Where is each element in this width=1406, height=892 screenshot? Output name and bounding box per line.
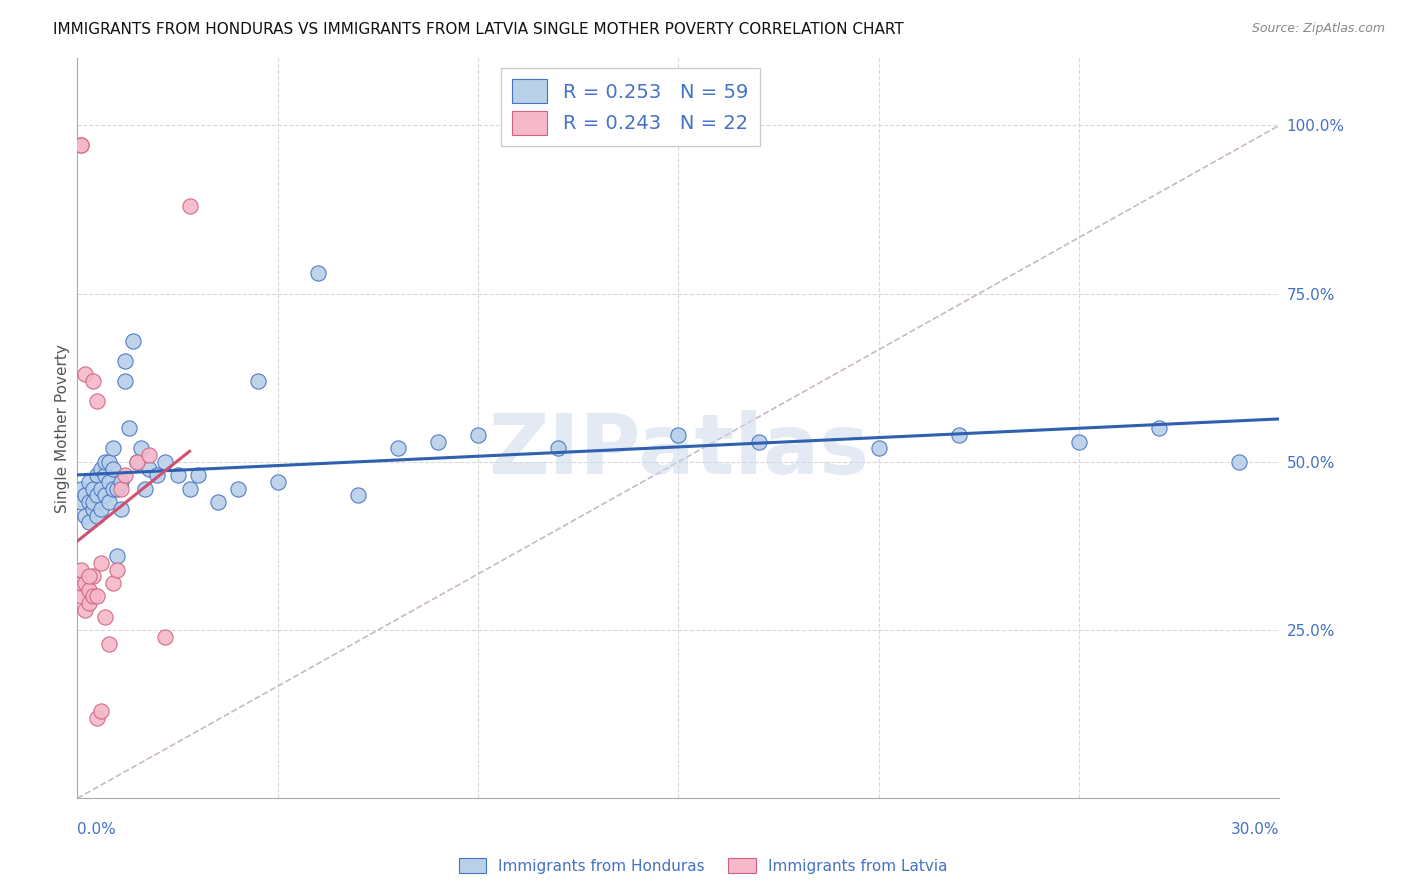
Point (103, 576, 125, 591)
Point (94, 609, 117, 624)
Point (75, 488, 97, 502)
Point (79, 516, 101, 530)
Point (207, 495, 229, 509)
Point (1149, 421, 1171, 435)
Point (179, 482, 201, 496)
Text: 30.0%: 30.0% (1232, 822, 1279, 837)
Point (79, 596, 101, 610)
Point (267, 475, 290, 489)
Point (127, 455, 149, 469)
Point (86, 508, 108, 523)
Point (82, 569, 104, 583)
Point (179, 199, 201, 213)
Point (427, 434, 450, 449)
Point (131, 442, 153, 456)
Point (70, 482, 93, 496)
Point (187, 468, 209, 483)
Y-axis label: Single Mother Poverty: Single Mother Poverty (55, 343, 70, 513)
Point (94, 468, 117, 483)
Point (75, 576, 97, 591)
Point (79, 582, 101, 597)
Point (70, 590, 93, 604)
Legend: Immigrants from Honduras, Immigrants from Latvia: Immigrants from Honduras, Immigrants fro… (453, 852, 953, 880)
Point (114, 468, 136, 483)
Point (107, 562, 129, 576)
Point (155, 630, 177, 644)
Point (103, 482, 125, 496)
Point (110, 502, 132, 516)
Text: IMMIGRANTS FROM HONDURAS VS IMMIGRANTS FROM LATVIA SINGLE MOTHER POVERTY CORRELA: IMMIGRANTS FROM HONDURAS VS IMMIGRANTS F… (53, 22, 904, 37)
Point (75, 508, 97, 523)
Point (86, 468, 108, 483)
Point (98, 636, 121, 650)
Point (79, 569, 101, 583)
Point (134, 482, 156, 496)
Point (246, 374, 269, 388)
Point (347, 488, 370, 502)
Point (82, 495, 104, 509)
Text: 0.0%: 0.0% (77, 822, 117, 837)
Point (146, 468, 169, 483)
Point (90, 482, 112, 496)
Point (82, 374, 104, 388)
Point (90, 556, 112, 570)
Point (1229, 455, 1251, 469)
Point (103, 461, 125, 475)
Point (70, 576, 93, 591)
Point (82, 502, 104, 516)
Point (166, 468, 188, 483)
Point (107, 549, 129, 563)
Point (86, 488, 108, 502)
Point (110, 482, 132, 496)
Point (748, 434, 770, 449)
Point (668, 428, 690, 442)
Point (75, 368, 97, 382)
Legend: R = 0.253   N = 59, R = 0.243   N = 22: R = 0.253 N = 59, R = 0.243 N = 22 (501, 68, 759, 146)
Point (118, 421, 141, 435)
Point (82, 590, 104, 604)
Point (103, 442, 125, 456)
Point (98, 475, 121, 489)
Point (79, 475, 101, 489)
Point (75, 603, 97, 617)
Point (948, 428, 970, 442)
Point (86, 710, 108, 724)
Point (155, 455, 177, 469)
Point (138, 461, 160, 475)
Text: Source: ZipAtlas.com: Source: ZipAtlas.com (1251, 22, 1385, 36)
Point (86, 590, 108, 604)
Point (107, 482, 129, 496)
Point (110, 475, 132, 489)
Point (868, 442, 890, 456)
Point (98, 495, 121, 509)
Point (79, 495, 101, 509)
Point (226, 482, 249, 496)
Point (90, 461, 112, 475)
Point (387, 442, 409, 456)
Point (90, 502, 112, 516)
Point (114, 374, 136, 388)
Point (70, 138, 93, 153)
Point (98, 455, 121, 469)
Point (86, 394, 108, 409)
Point (70, 138, 93, 153)
Point (90, 704, 112, 718)
Point (94, 488, 117, 502)
Point (307, 266, 329, 280)
Point (70, 495, 93, 509)
Text: ZIPatlas: ZIPatlas (488, 409, 869, 491)
Point (82, 482, 104, 496)
Point (138, 448, 160, 462)
Point (1069, 434, 1091, 449)
Point (127, 455, 149, 469)
Point (70, 562, 93, 576)
Point (114, 354, 136, 368)
Point (94, 455, 117, 469)
Point (122, 334, 145, 348)
Point (467, 428, 489, 442)
Point (547, 442, 569, 456)
